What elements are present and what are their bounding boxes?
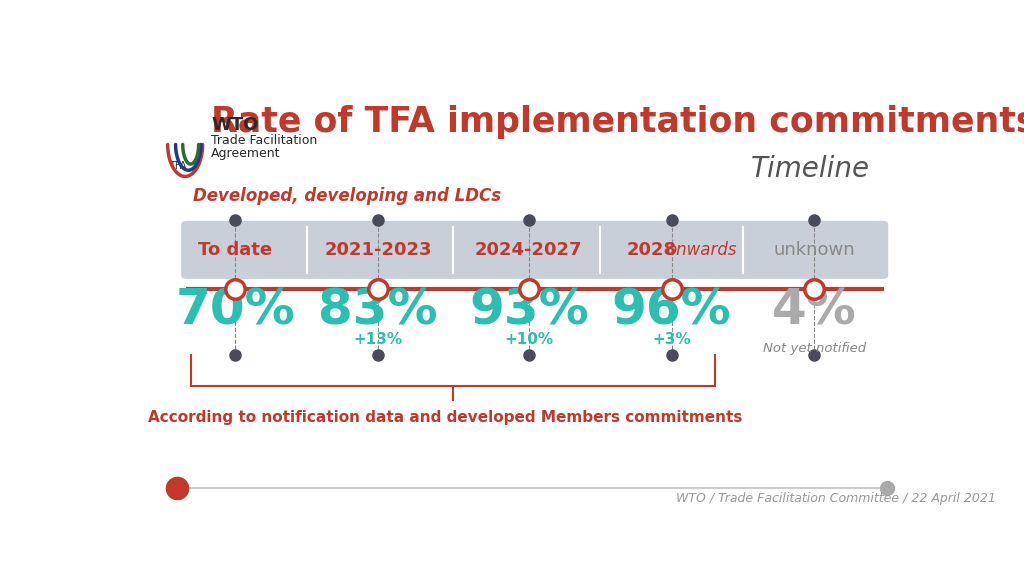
- Text: 93%: 93%: [469, 287, 589, 335]
- Text: Agreement: Agreement: [211, 147, 281, 160]
- Text: unknown: unknown: [774, 241, 855, 259]
- FancyBboxPatch shape: [181, 221, 888, 279]
- Text: According to notification data and developed Members commitments: According to notification data and devel…: [148, 410, 742, 425]
- Text: Timeline: Timeline: [751, 155, 870, 183]
- Text: 70%: 70%: [175, 287, 295, 335]
- Text: +13%: +13%: [353, 332, 402, 347]
- Text: 2024-2027: 2024-2027: [475, 241, 583, 259]
- Text: onwards: onwards: [667, 241, 737, 259]
- Text: Rate of TFA implementation commitments: Rate of TFA implementation commitments: [211, 105, 1024, 139]
- Text: 83%: 83%: [318, 287, 438, 335]
- Text: Trade Facilitation: Trade Facilitation: [211, 134, 317, 146]
- Text: Not yet notified: Not yet notified: [763, 342, 866, 355]
- Text: To date: To date: [198, 241, 272, 259]
- Text: WTO: WTO: [211, 116, 259, 134]
- Text: 2021-2023: 2021-2023: [325, 241, 432, 259]
- Text: +10%: +10%: [504, 332, 553, 347]
- Text: TFA: TFA: [169, 161, 186, 171]
- Text: 2028: 2028: [627, 241, 677, 259]
- Text: 4%: 4%: [772, 287, 857, 335]
- Text: +3%: +3%: [652, 332, 691, 347]
- Text: WTO / Trade Facilitation Committee / 22 April 2021: WTO / Trade Facilitation Committee / 22 …: [676, 492, 995, 505]
- Text: 96%: 96%: [611, 287, 731, 335]
- Text: Developed, developing and LDCs: Developed, developing and LDCs: [194, 187, 501, 204]
